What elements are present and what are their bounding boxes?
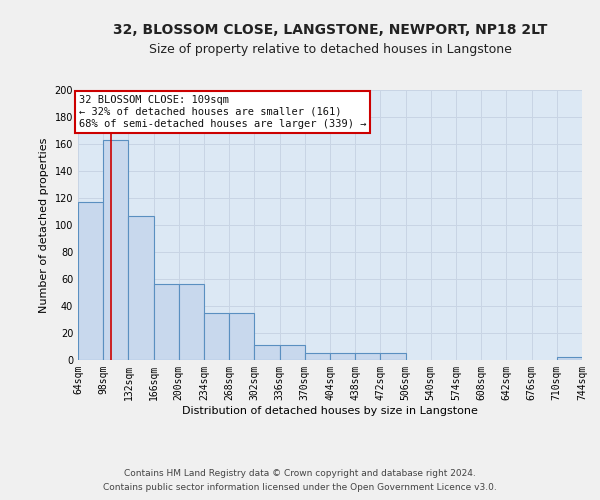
Bar	[305, 353, 330, 360]
Bar	[229, 313, 254, 360]
Text: 32, BLOSSOM CLOSE, LANGSTONE, NEWPORT, NP18 2LT: 32, BLOSSOM CLOSE, LANGSTONE, NEWPORT, N…	[113, 22, 547, 36]
Bar	[557, 358, 582, 360]
Bar	[380, 353, 406, 360]
Bar	[254, 345, 280, 360]
Bar	[103, 140, 128, 360]
Text: Contains public sector information licensed under the Open Government Licence v3: Contains public sector information licen…	[103, 484, 497, 492]
Y-axis label: Number of detached properties: Number of detached properties	[39, 138, 49, 312]
Bar	[154, 284, 179, 360]
X-axis label: Distribution of detached houses by size in Langstone: Distribution of detached houses by size …	[182, 406, 478, 415]
Bar	[280, 345, 305, 360]
Bar	[179, 284, 204, 360]
Text: Contains HM Land Registry data © Crown copyright and database right 2024.: Contains HM Land Registry data © Crown c…	[124, 468, 476, 477]
Bar	[355, 353, 380, 360]
Bar	[330, 353, 355, 360]
Bar	[204, 313, 229, 360]
Text: Size of property relative to detached houses in Langstone: Size of property relative to detached ho…	[149, 42, 511, 56]
Text: 32 BLOSSOM CLOSE: 109sqm
← 32% of detached houses are smaller (161)
68% of semi-: 32 BLOSSOM CLOSE: 109sqm ← 32% of detach…	[79, 96, 366, 128]
Bar	[128, 216, 154, 360]
Bar	[78, 202, 103, 360]
